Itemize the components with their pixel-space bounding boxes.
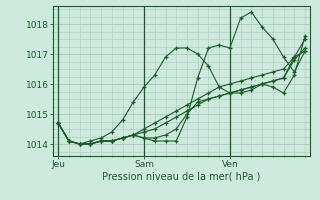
X-axis label: Pression niveau de la mer( hPa ): Pression niveau de la mer( hPa ) [102,172,261,182]
